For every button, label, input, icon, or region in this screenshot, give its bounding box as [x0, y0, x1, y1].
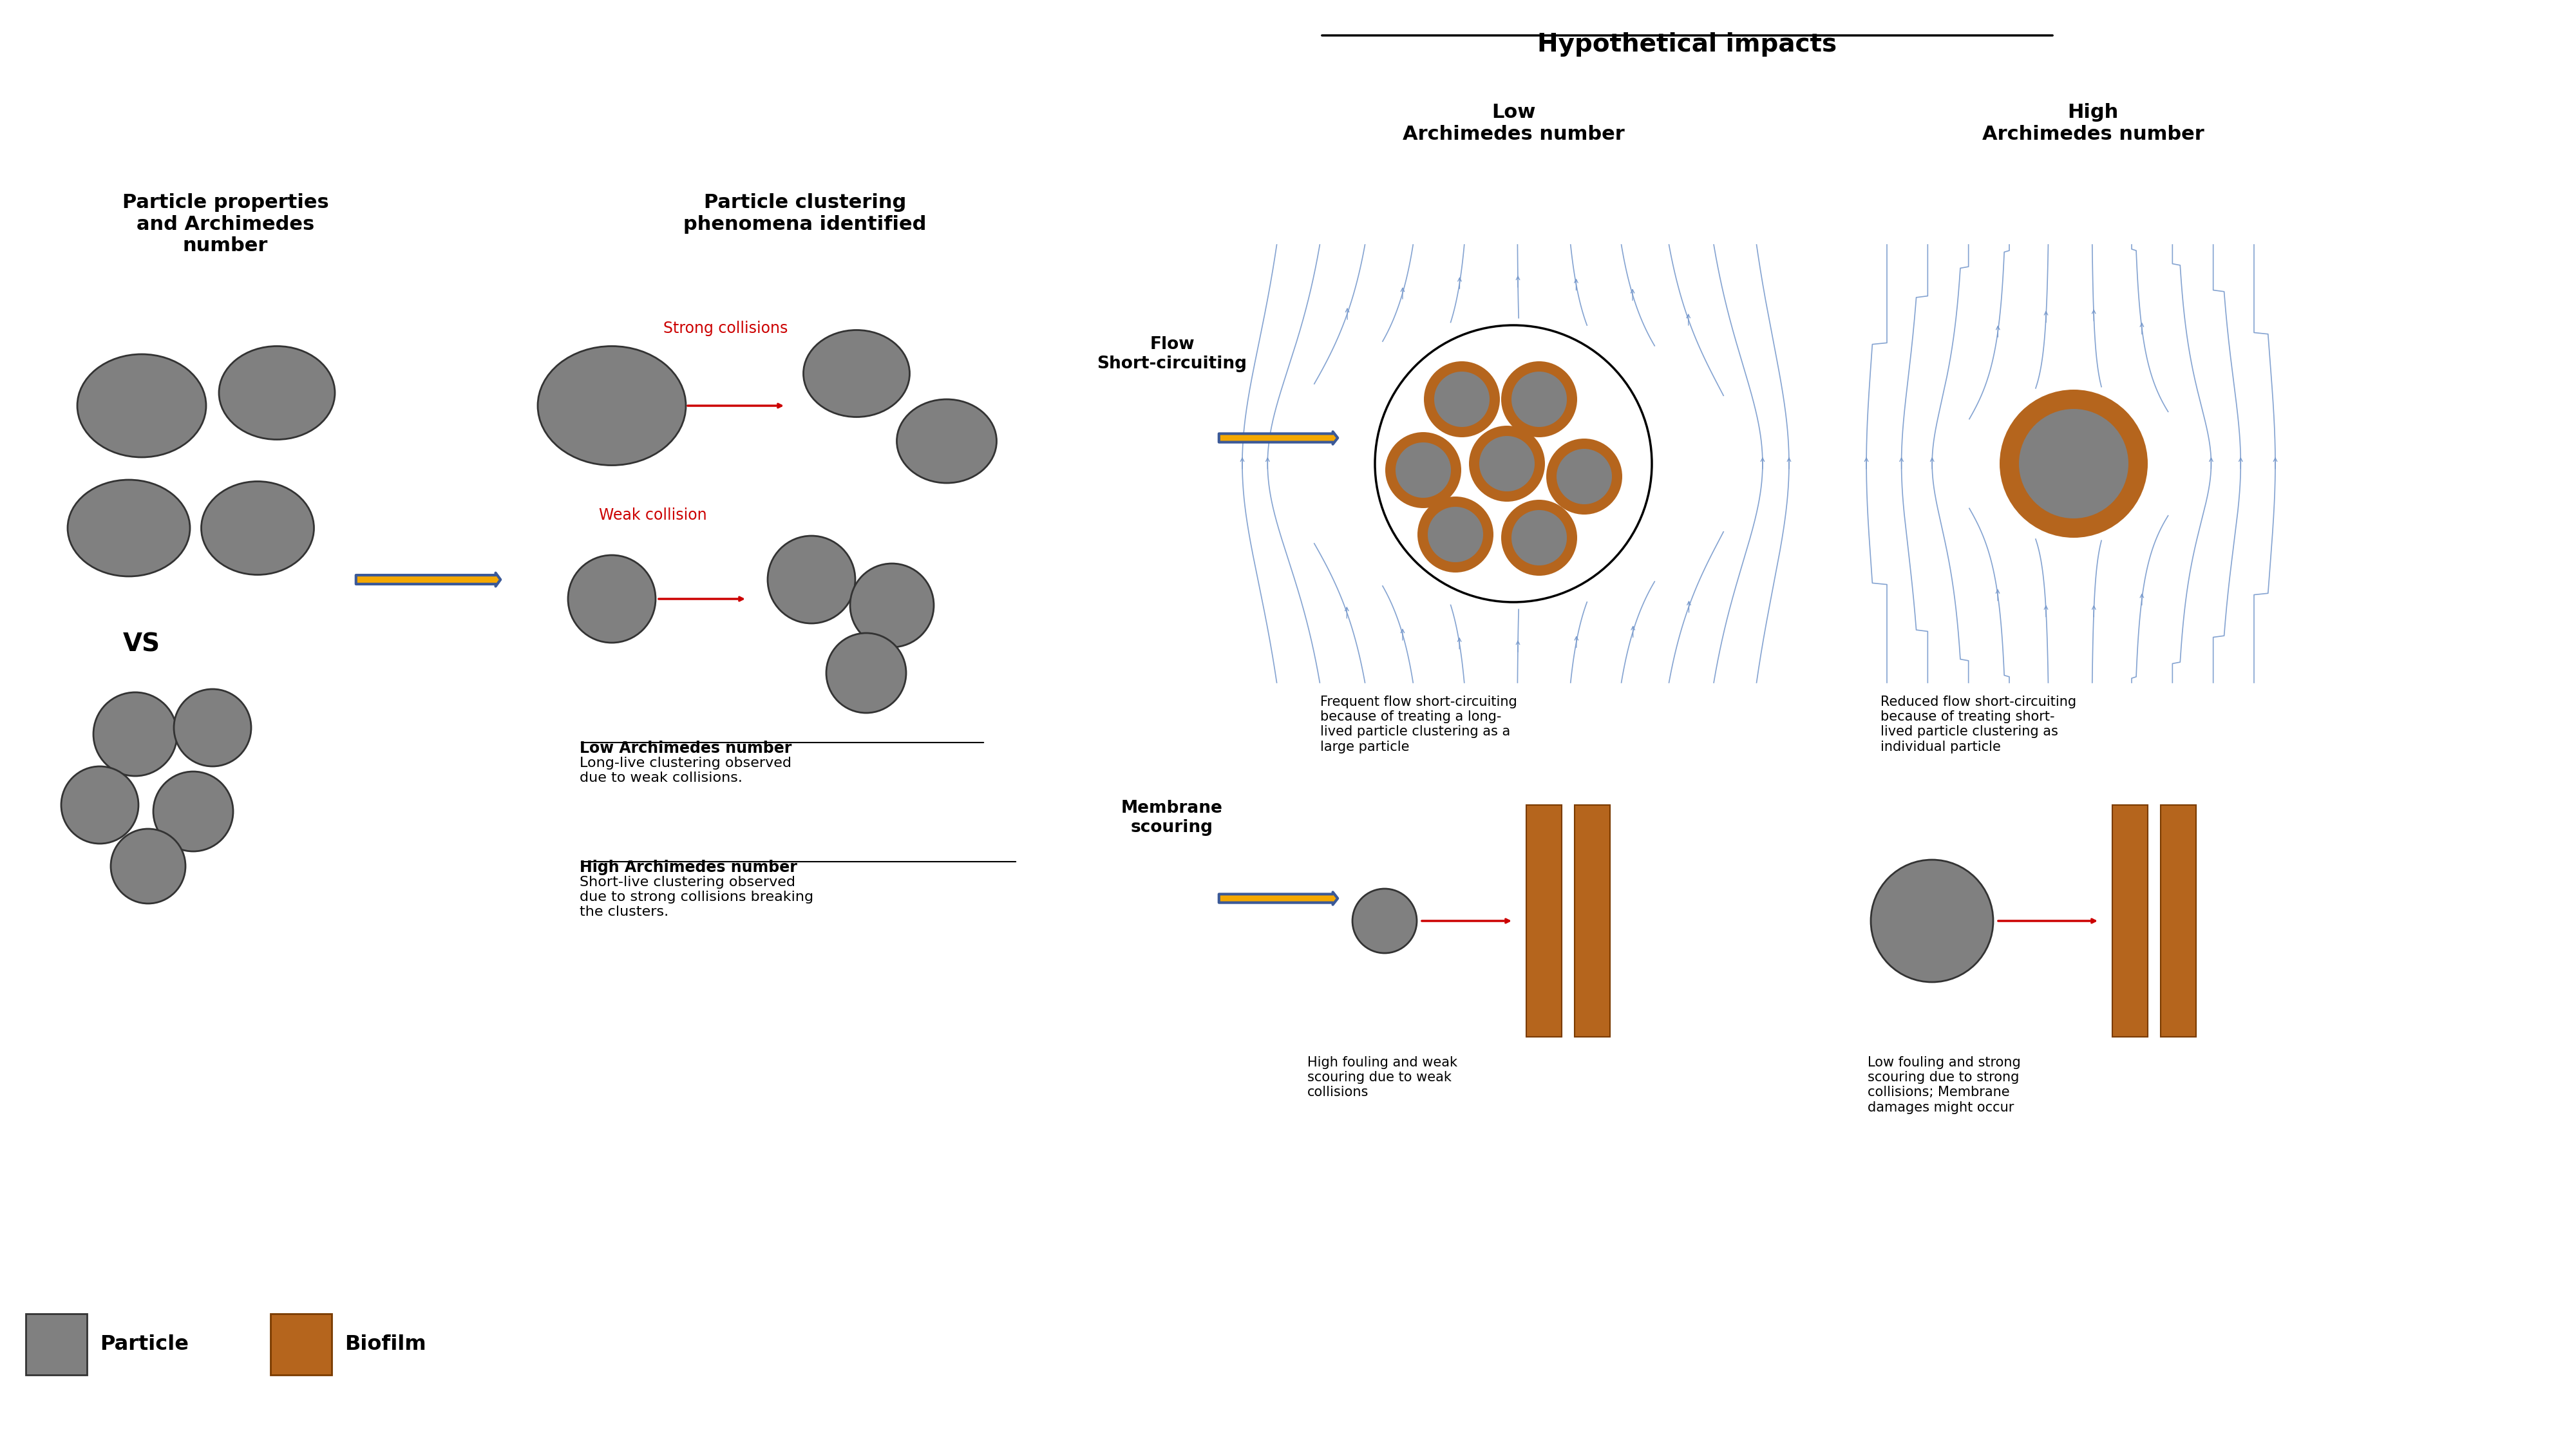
- Circle shape: [827, 633, 907, 713]
- Circle shape: [1376, 325, 1651, 603]
- Bar: [26, 1314, 88, 1375]
- Text: High Archimedes number: High Archimedes number: [580, 859, 796, 875]
- Circle shape: [1417, 497, 1494, 572]
- Text: Particle: Particle: [100, 1335, 188, 1353]
- Bar: [2161, 806, 2195, 1037]
- Circle shape: [1512, 510, 1566, 565]
- Circle shape: [93, 693, 178, 777]
- Circle shape: [1999, 390, 2148, 538]
- Circle shape: [111, 829, 185, 904]
- Circle shape: [768, 536, 855, 623]
- Ellipse shape: [67, 480, 191, 577]
- Text: Hypothetical impacts: Hypothetical impacts: [1538, 32, 1837, 57]
- Text: Frequent flow short-circuiting
because of treating a long-
lived particle cluste: Frequent flow short-circuiting because o…: [1319, 696, 1517, 753]
- Circle shape: [1556, 449, 1613, 504]
- Ellipse shape: [896, 400, 997, 483]
- Circle shape: [1425, 361, 1499, 438]
- Circle shape: [2020, 409, 2128, 519]
- Text: VS: VS: [124, 632, 160, 656]
- Text: Low Archimedes number: Low Archimedes number: [580, 740, 791, 756]
- Circle shape: [1386, 432, 1461, 509]
- Text: Strong collisions: Strong collisions: [665, 320, 788, 336]
- Circle shape: [850, 564, 933, 648]
- Ellipse shape: [804, 330, 909, 417]
- Text: High
Archimedes number: High Archimedes number: [1981, 103, 2205, 143]
- Ellipse shape: [201, 481, 314, 575]
- Circle shape: [1427, 507, 1484, 562]
- Text: Low
Archimedes number: Low Archimedes number: [1401, 103, 1625, 143]
- Circle shape: [1502, 500, 1577, 575]
- Text: Short-live clustering observed
due to strong collisions breaking
the clusters.: Short-live clustering observed due to st…: [580, 875, 814, 919]
- Circle shape: [1396, 442, 1450, 498]
- Text: Low fouling and strong
scouring due to strong
collisions; Membrane
damages might: Low fouling and strong scouring due to s…: [1868, 1056, 2020, 1114]
- Text: High fouling and weak
scouring due to weak
collisions: High fouling and weak scouring due to we…: [1309, 1056, 1458, 1098]
- Ellipse shape: [538, 346, 685, 465]
- Circle shape: [155, 771, 232, 852]
- Circle shape: [1512, 371, 1566, 427]
- Circle shape: [1435, 371, 1489, 427]
- Circle shape: [1870, 859, 1994, 982]
- Bar: [270, 1314, 332, 1375]
- Text: Weak collision: Weak collision: [600, 507, 706, 523]
- Text: Membrane
scouring: Membrane scouring: [1121, 800, 1224, 836]
- Bar: [2112, 806, 2148, 1037]
- Text: Particle properties
and Archimedes
number: Particle properties and Archimedes numbe…: [121, 193, 330, 255]
- Circle shape: [1352, 888, 1417, 953]
- Circle shape: [175, 690, 252, 767]
- Text: Biofilm: Biofilm: [345, 1335, 425, 1353]
- Ellipse shape: [77, 354, 206, 458]
- Bar: [1574, 806, 1610, 1037]
- Text: Long-live clustering observed
due to weak collisions.: Long-live clustering observed due to wea…: [580, 756, 791, 784]
- Circle shape: [1468, 426, 1546, 501]
- Circle shape: [567, 555, 654, 643]
- Circle shape: [1479, 436, 1535, 491]
- Circle shape: [1502, 361, 1577, 438]
- Text: Particle clustering
phenomena identified: Particle clustering phenomena identified: [683, 193, 927, 233]
- Circle shape: [1546, 439, 1623, 514]
- Text: Flow
Short-circuiting: Flow Short-circuiting: [1097, 336, 1247, 372]
- Circle shape: [62, 767, 139, 843]
- Ellipse shape: [219, 346, 335, 439]
- Text: Reduced flow short-circuiting
because of treating short-
lived particle clusteri: Reduced flow short-circuiting because of…: [1880, 696, 2076, 753]
- Bar: [1525, 806, 1561, 1037]
